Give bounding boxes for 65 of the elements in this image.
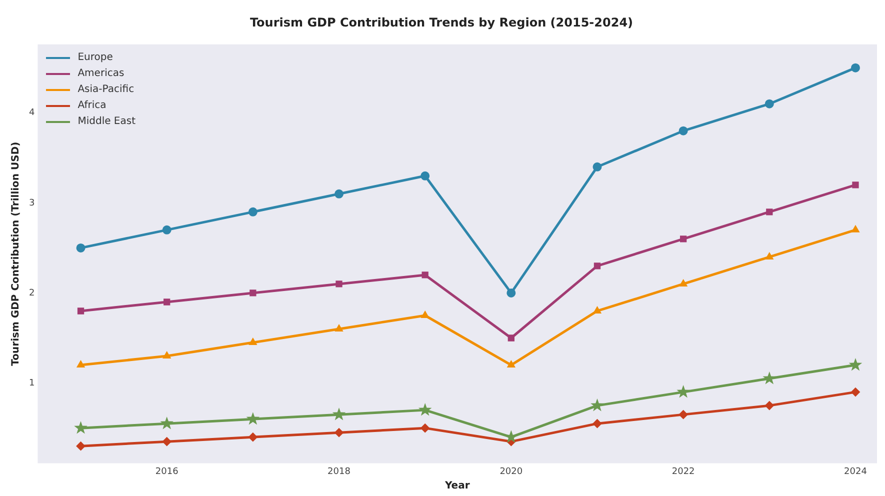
- y-tick-label: 2: [28, 288, 35, 298]
- point: [162, 225, 172, 234]
- point: [850, 388, 860, 397]
- point: [850, 63, 860, 72]
- point: [852, 225, 860, 232]
- point: [678, 410, 688, 420]
- point: [160, 416, 174, 430]
- point: [762, 372, 776, 384]
- point: [162, 352, 171, 359]
- point: [422, 272, 428, 278]
- x-tick-label: 2016: [155, 466, 179, 477]
- point: [76, 360, 85, 368]
- point: [764, 99, 774, 108]
- point: [76, 243, 86, 252]
- y-tick-label: 3: [28, 198, 35, 208]
- point: [421, 310, 430, 318]
- point: [506, 288, 516, 298]
- point: [74, 421, 88, 434]
- legend-label: Africa: [78, 99, 106, 114]
- point: [594, 262, 601, 270]
- point: [764, 401, 774, 410]
- point: [592, 419, 602, 428]
- legend-label: Americas: [78, 67, 124, 82]
- x-tick-label: 2022: [672, 466, 695, 477]
- point: [592, 162, 602, 172]
- point: [335, 324, 343, 332]
- point: [848, 358, 862, 371]
- point: [248, 338, 257, 346]
- point: [593, 306, 602, 314]
- y-axis-title: Tourism GDP Contribution (Trillion USD): [10, 142, 22, 366]
- point: [590, 398, 604, 412]
- point: [334, 428, 344, 438]
- x-tick-label: 2020: [500, 466, 523, 477]
- point: [852, 182, 859, 188]
- point: [680, 236, 687, 242]
- point: [418, 403, 432, 416]
- x-axis-title: Year: [444, 480, 470, 492]
- point: [332, 408, 346, 420]
- point: [765, 252, 774, 260]
- point: [766, 208, 773, 216]
- point: [420, 171, 430, 180]
- point: [248, 207, 258, 216]
- point: [77, 308, 84, 314]
- point: [420, 424, 430, 433]
- point: [507, 360, 516, 368]
- point: [250, 290, 256, 296]
- point: [246, 412, 260, 425]
- legend-label: Europe: [78, 51, 113, 66]
- point: [248, 432, 258, 442]
- y-tick-label: 1: [28, 378, 35, 388]
- point: [162, 437, 172, 446]
- y-tick-label: 4: [28, 108, 35, 118]
- point: [508, 334, 514, 342]
- point: [679, 279, 688, 286]
- point: [76, 442, 86, 451]
- point: [334, 189, 344, 198]
- point: [676, 385, 690, 398]
- x-tick-label: 2018: [328, 466, 351, 477]
- legend-label: Middle East: [78, 115, 136, 130]
- legend-label: Asia-Pacific: [78, 83, 134, 98]
- point: [336, 280, 342, 288]
- x-tick-label: 2024: [844, 466, 868, 477]
- chart-title: Tourism GDP Contribution Trends by Region (2015-2024): [250, 15, 634, 30]
- point: [678, 126, 688, 136]
- point: [164, 298, 170, 306]
